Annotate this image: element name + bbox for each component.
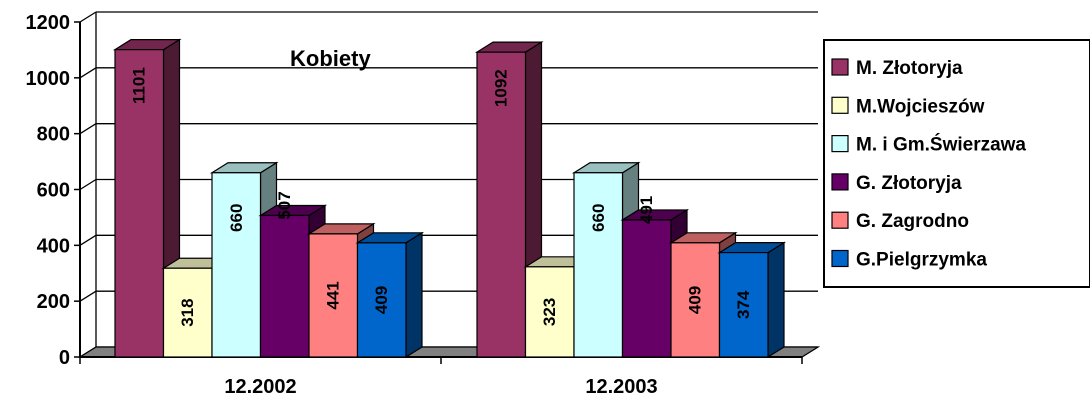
y-tick-label: 1200: [26, 12, 71, 34]
chart-title: Kobiety: [290, 46, 371, 71]
data-label: 318: [178, 298, 197, 326]
bar-front: [308, 233, 359, 358]
gridline-depth: [79, 234, 97, 246]
bar-front: [524, 266, 575, 358]
legend-box: [823, 39, 1090, 288]
legend-swatch: [831, 135, 849, 153]
x-tick-label: 12.2002: [224, 376, 296, 398]
legend-swatch: [831, 58, 849, 76]
bar-front: [211, 172, 262, 358]
gridline-depth: [79, 11, 97, 23]
legend-item-label: G. Złotoryja: [856, 173, 962, 194]
legend-swatch: [831, 173, 849, 191]
legend-item-label: M.Wojcieszów: [856, 96, 985, 117]
legend: M. Złotoryja M.Wojcieszów M. i Gm.Świerzaw…: [823, 39, 1090, 288]
bar-front: [259, 214, 310, 358]
x-tick-label: 12.2003: [585, 376, 657, 398]
bar-front: [670, 242, 721, 358]
legend-item-label: G. Zagrodno: [856, 211, 969, 232]
gridline-depth: [79, 67, 97, 79]
data-label: 507: [275, 191, 294, 219]
bar: [355, 231, 425, 359]
legend-swatch: [831, 96, 849, 114]
gridline-depth: [79, 123, 97, 135]
data-label: 323: [540, 298, 559, 326]
x-axis-ticks: 12.2002 12.2003: [79, 357, 803, 398]
bars: [112, 38, 787, 359]
bar-front: [621, 219, 672, 358]
y-tick-label: 1000: [26, 68, 71, 90]
y-tick-label: 0: [59, 347, 70, 369]
data-label: 660: [589, 204, 608, 232]
data-label: 491: [637, 196, 656, 224]
data-labels: 1101 318 660 507 441 409 1092 323 660 491 409 374: [130, 67, 754, 327]
gridline-depth: [79, 290, 97, 302]
y-tick-label: 800: [37, 124, 70, 146]
data-label: 1101: [130, 67, 149, 104]
y-tick-label: 400: [37, 235, 70, 257]
legend-swatch: [831, 211, 849, 229]
data-label: 374: [734, 290, 753, 319]
legend-item-label: G.Pielgrzymka: [856, 250, 987, 271]
data-label: 441: [324, 281, 343, 309]
legend-item-label: M. Złotoryja: [856, 58, 963, 79]
data-label: 409: [686, 286, 705, 314]
bar-side: [405, 231, 423, 359]
data-label: 409: [372, 286, 391, 314]
bar-front: [476, 51, 527, 358]
y-tick-label: 600: [37, 180, 70, 202]
data-label: 660: [227, 204, 246, 232]
gridline-depth: [79, 178, 97, 191]
legend-swatch: [831, 249, 849, 268]
y-axis-ticks: 0 200 400 600 800 1000 1200: [26, 12, 80, 369]
bar-front: [162, 267, 213, 358]
bar: [717, 241, 787, 359]
bar-side: [767, 241, 785, 359]
bar-front: [718, 251, 769, 358]
bar-front: [114, 49, 165, 358]
data-label: 1092: [492, 69, 511, 107]
y-tick-label: 200: [37, 291, 70, 313]
bar-front: [573, 172, 624, 358]
bar-front: [356, 242, 407, 358]
legend-item-label: M. i Gm.Świerzawa: [856, 134, 1026, 156]
bar: [112, 38, 182, 359]
